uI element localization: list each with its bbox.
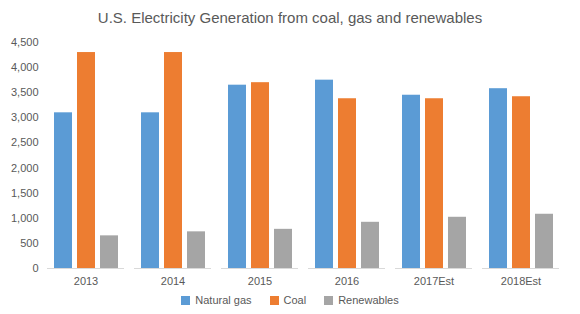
svg-text:1,000: 1,000 — [11, 212, 39, 224]
html-text:U.S. Electricity Generation fr: U.S. Electricity Generation from coal, g… — [97, 9, 483, 26]
svg-text:2,500: 2,500 — [11, 136, 39, 148]
svg-text:2,000: 2,000 — [11, 162, 39, 174]
svg-text:4,000: 4,000 — [11, 61, 39, 73]
html-text:Renewables: Renewables — [338, 294, 399, 306]
svg-text:0: 0 — [32, 262, 38, 274]
svg-text:2014: 2014 — [161, 275, 185, 287]
html-text:Natural gas: Natural gas — [195, 294, 252, 306]
html-text:Coal: Coal — [283, 294, 307, 306]
svg-text:2016: 2016 — [335, 275, 359, 287]
svg-text:2017Est: 2017Est — [414, 275, 454, 287]
svg-text:4,500: 4,500 — [11, 36, 39, 48]
svg-text:2015: 2015 — [248, 275, 272, 287]
svg-text:3,000: 3,000 — [11, 111, 39, 123]
svg-text:500: 500 — [20, 237, 38, 249]
svg-text:1,500: 1,500 — [11, 187, 39, 199]
svg-text:2013: 2013 — [74, 275, 98, 287]
svg-text:3,500: 3,500 — [11, 86, 39, 98]
svg-text:2018Est: 2018Est — [501, 275, 541, 287]
